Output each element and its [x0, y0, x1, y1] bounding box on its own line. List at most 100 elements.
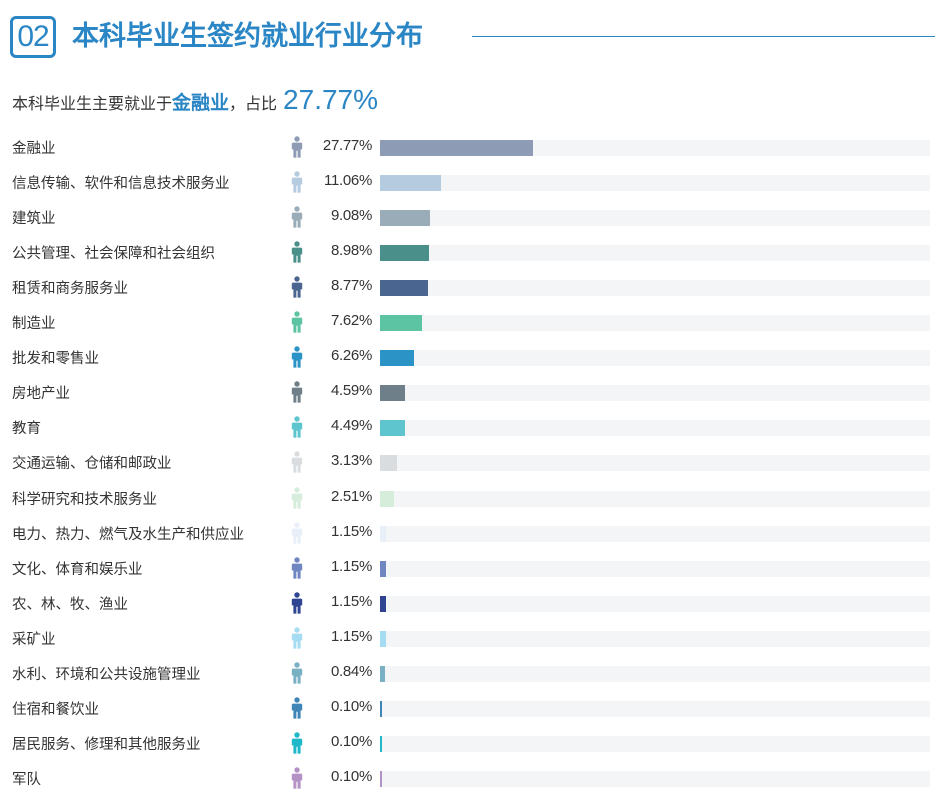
bar-track	[380, 630, 930, 647]
category-label: 金融业	[12, 141, 56, 157]
person-icon	[291, 697, 303, 719]
bar	[380, 665, 385, 682]
bar	[380, 280, 429, 297]
value-label: 1.15%	[330, 592, 372, 610]
value-label: 11.06%	[324, 172, 372, 190]
person-icon	[291, 626, 303, 649]
person-icon	[291, 732, 303, 754]
chart-row: 居民服务、修理和其他服务业 0.10%	[0, 725, 945, 760]
summary-line: 本科毕业生主要就业于金融业，占比 27.77%	[12, 84, 378, 118]
bar-track	[380, 140, 930, 156]
bar	[380, 420, 405, 437]
person-icon	[291, 381, 303, 403]
category-label: 电力、热力、燃气及水生产和供应业	[12, 526, 244, 543]
category-label: 文化、体育和娱乐业	[12, 561, 143, 578]
bar-track	[380, 175, 930, 192]
bar	[380, 595, 387, 612]
bar-track	[380, 770, 930, 787]
category-label: 居民服务、修理和其他服务业	[12, 736, 201, 753]
chart-row: 交通运输、仓储和邮政业 3.13%	[0, 444, 945, 479]
person-icon	[291, 416, 303, 438]
chart-row: 公共管理、社会保障和社会组织 8.98%	[0, 234, 945, 269]
category-label: 农、林、牧、渔业	[12, 596, 128, 613]
chart-row: 租赁和商务服务业 8.77%	[0, 269, 945, 304]
person-icon	[291, 206, 303, 228]
summary-prefix: 本科毕业生主要就业于	[12, 94, 173, 113]
bar-track	[380, 350, 930, 367]
value-label: 0.84%	[330, 662, 372, 680]
bar	[380, 525, 387, 542]
category-label: 住宿和餐饮业	[12, 701, 99, 718]
chart-row: 批发和零售业 6.26%	[0, 339, 945, 374]
chart-row: 科学研究和技术服务业 2.51%	[0, 480, 945, 515]
chart-row: 住宿和餐饮业 0.10%	[0, 690, 945, 725]
category-label: 公共管理、社会保障和社会组织	[12, 246, 215, 263]
bar-track	[380, 210, 930, 227]
category-label: 房地产业	[12, 386, 70, 403]
bar	[380, 385, 406, 402]
section-header: 02 本科毕业生签约就业行业分布	[10, 14, 935, 64]
category-label: 军队	[12, 771, 41, 788]
person-icon	[291, 767, 303, 789]
category-label: 交通运输、仓储和邮政业	[12, 456, 172, 473]
bar	[380, 210, 430, 227]
value-label: 0.10%	[330, 732, 372, 750]
section-number-badge: 02	[10, 16, 56, 58]
bar	[380, 175, 441, 192]
value-label: 4.59%	[330, 382, 372, 400]
category-label: 租赁和商务服务业	[12, 281, 128, 298]
section-title: 本科毕业生签约就业行业分布	[72, 21, 423, 52]
person-icon	[291, 241, 303, 263]
chart-row: 水利、环境和公共设施管理业 0.84%	[0, 655, 945, 690]
title-divider	[472, 36, 935, 37]
person-icon	[291, 311, 303, 333]
category-label: 科学研究和技术服务业	[12, 491, 157, 508]
value-label: 7.62%	[330, 312, 372, 330]
person-icon	[291, 276, 303, 298]
chart-row: 采矿业 1.15%	[0, 620, 945, 655]
value-label: 1.15%	[330, 522, 372, 540]
category-label: 采矿业	[12, 631, 56, 648]
chart-row: 电力、热力、燃气及水生产和供应业 1.15%	[0, 515, 945, 550]
person-icon	[291, 662, 303, 684]
person-icon	[291, 136, 303, 158]
bar	[380, 140, 533, 156]
bar	[380, 735, 382, 752]
bar-track	[380, 280, 930, 297]
chart-row: 金融业 27.77%	[0, 129, 945, 164]
value-label: 0.10%	[330, 767, 372, 785]
person-icon	[291, 171, 303, 193]
chart-row: 农、林、牧、渔业 1.15%	[0, 585, 945, 620]
category-label: 信息传输、软件和信息技术服务业	[12, 176, 230, 193]
chart-row: 军队 0.10%	[0, 760, 945, 795]
value-label: 3.13%	[330, 452, 372, 470]
chart-row: 信息传输、软件和信息技术服务业 11.06%	[0, 164, 945, 199]
category-label: 教育	[12, 421, 41, 438]
person-icon	[291, 591, 303, 614]
value-label: 2.51%	[330, 487, 372, 505]
bar-track	[380, 315, 930, 332]
chart-row: 教育 4.49%	[0, 409, 945, 444]
category-label: 制造业	[12, 316, 56, 333]
value-label: 8.98%	[330, 242, 372, 260]
bar-track	[380, 525, 930, 542]
bar	[380, 770, 382, 787]
value-label: 9.08%	[330, 207, 372, 225]
value-label: 1.15%	[330, 557, 372, 575]
bar	[380, 245, 430, 262]
category-label: 水利、环境和公共设施管理业	[12, 666, 201, 683]
value-label: 4.49%	[330, 417, 372, 435]
bar-track	[380, 665, 930, 682]
value-label: 8.77%	[330, 277, 372, 295]
value-label: 0.10%	[330, 697, 372, 715]
bar-track	[380, 420, 930, 437]
bar	[380, 560, 387, 577]
bar-track	[380, 700, 930, 717]
value-label: 6.26%	[330, 347, 372, 365]
bar-track	[380, 735, 930, 752]
value-label: 1.15%	[330, 627, 372, 645]
bar	[380, 700, 382, 717]
value-label: 27.77%	[322, 137, 372, 154]
summary-value: 27.77%	[283, 84, 379, 115]
bar-track	[380, 455, 930, 472]
